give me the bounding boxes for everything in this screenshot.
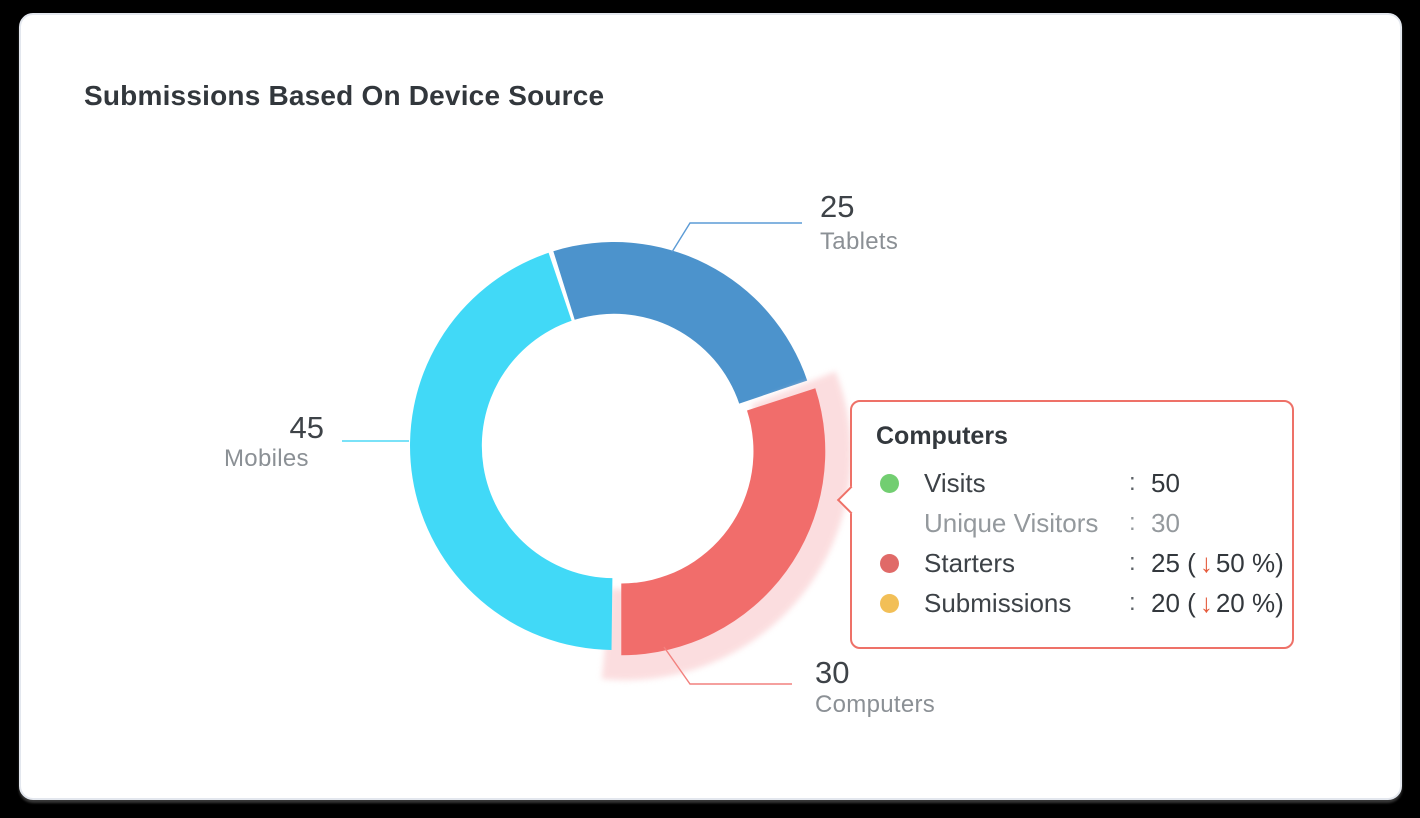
tooltip-row-colon: : bbox=[1129, 549, 1136, 576]
chart-stage: Submissions Based On Device Source 25 Ta… bbox=[21, 15, 1400, 798]
tooltip-row-submissions: Submissions:20 (↓ 20 %) bbox=[874, 583, 1284, 623]
donut-chart[interactable] bbox=[361, 186, 881, 716]
tooltip-row-colon: : bbox=[1129, 589, 1136, 616]
callout-label-computers: Computers bbox=[815, 691, 936, 718]
tooltip-row-label: Unique Visitors bbox=[924, 507, 1099, 538]
donut-segment-mobiles[interactable] bbox=[410, 252, 613, 650]
tooltip-row-label: Starters bbox=[924, 547, 1016, 578]
tooltip-row-colon: : bbox=[1129, 509, 1136, 536]
callout-label-mobiles: Mobiles bbox=[224, 445, 309, 472]
tooltip-row-value: 30 bbox=[1151, 507, 1180, 538]
callout-label-tablets: Tablets bbox=[820, 228, 899, 255]
callout-value-computers: 30 bbox=[815, 655, 850, 690]
tooltip-rows: Visits:50 Unique Visitors:30 Starters:25 (… bbox=[874, 463, 1284, 623]
chart-card: Submissions Based On Device Source 25 Ta… bbox=[19, 13, 1402, 800]
chart-title: Submissions Based On Device Source bbox=[84, 80, 605, 111]
callout-value-tablets: 25 bbox=[820, 189, 855, 224]
tooltip-row-colon: : bbox=[1129, 469, 1136, 496]
tooltip-title: Computers bbox=[876, 422, 1008, 450]
legend-dot bbox=[880, 473, 899, 493]
donut-segment-computers[interactable] bbox=[621, 388, 826, 656]
down-arrow-icon: ↓ bbox=[1199, 587, 1213, 618]
callout-value-mobiles: 45 bbox=[289, 410, 324, 445]
tooltip-row-label: Visits bbox=[924, 467, 986, 498]
tooltip-row-value: 20 (↓ 20 %) bbox=[1151, 587, 1284, 618]
tooltip-row-label: Submissions bbox=[924, 587, 1072, 618]
legend-dot bbox=[880, 593, 899, 613]
donut-segment-tablets[interactable] bbox=[553, 242, 808, 404]
tooltip-row-visits: Visits:50 bbox=[874, 463, 1270, 503]
tooltip-row-value: 50 bbox=[1151, 467, 1180, 498]
tooltip-row-starters: Starters:25 (↓ 50 %) bbox=[874, 543, 1284, 583]
down-arrow-icon: ↓ bbox=[1199, 547, 1213, 578]
hover-tooltip: Computers Visits:50 Unique Visitors:30 Sta… bbox=[836, 400, 1294, 649]
legend-dot bbox=[880, 553, 899, 573]
tooltip-row-value: 25 (↓ 50 %) bbox=[1151, 547, 1284, 578]
tooltip-row-unique-visitors: Unique Visitors:30 bbox=[874, 503, 1270, 543]
